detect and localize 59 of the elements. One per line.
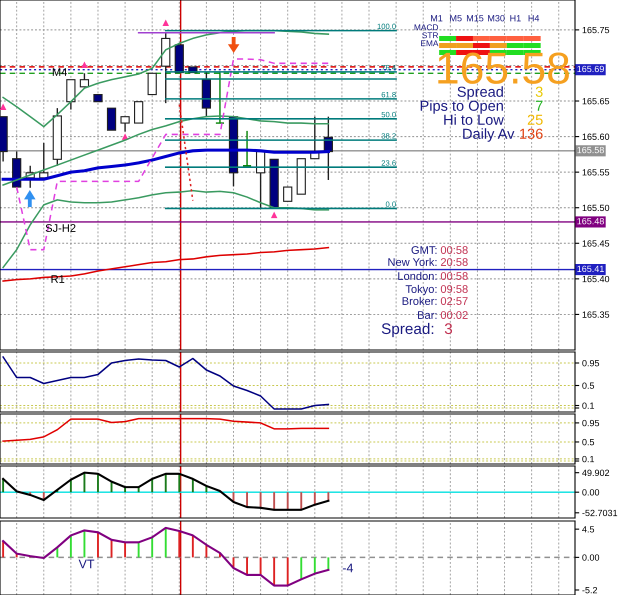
y-tick-label: 0.5 xyxy=(582,438,594,446)
y-tick-label: 165.55 xyxy=(582,169,610,176)
y-tick-label: -5.2 xyxy=(582,586,598,594)
y-tick-label: -52.7031 xyxy=(582,510,618,516)
annotation: Tokyo: xyxy=(406,284,436,296)
annotation: Broker: xyxy=(402,296,436,305)
annotation: 25 xyxy=(528,114,543,125)
annotation: 09:58 xyxy=(440,285,468,293)
annotation: 3 xyxy=(536,86,543,97)
annotation: EMA xyxy=(421,40,438,46)
y-tick-label: 0.95 xyxy=(582,420,600,426)
y-tick-label: 0.5 xyxy=(582,382,594,389)
y-tick-label: 0.1 xyxy=(582,456,594,462)
y-tick-label: 0.95 xyxy=(582,360,600,366)
ref-line-label: 165.48 xyxy=(577,218,604,224)
annotation: GMT: xyxy=(412,246,436,254)
annotation: 00:02 xyxy=(440,311,468,319)
annotation: VT xyxy=(78,560,94,568)
annotation: M4 xyxy=(52,68,68,76)
annotation: London: xyxy=(398,272,436,280)
annotation: H4 xyxy=(528,15,540,22)
annotation: M15 xyxy=(466,15,484,22)
annotation: 136 xyxy=(520,128,543,139)
y-tick-label: 165.50 xyxy=(582,204,610,212)
y-tick-label: 0.00 xyxy=(582,489,600,496)
annotation: M1 xyxy=(431,15,442,22)
annotation: Spread: xyxy=(382,322,434,338)
annotation: M5 xyxy=(450,15,462,22)
annotation: Pips to Open xyxy=(420,100,503,114)
y-tick-label: 165.45 xyxy=(582,240,610,247)
annotation: Bar: xyxy=(418,311,436,319)
y-tick-label: 165.75 xyxy=(582,26,610,34)
y-tick-label: 49.902 xyxy=(582,470,610,476)
annotation: M30 xyxy=(488,15,505,22)
annotation: 20:58 xyxy=(440,258,468,266)
y-tick-label: 0.00 xyxy=(582,554,600,561)
ref-line-label: 165.41 xyxy=(577,266,604,272)
y-tick-label: 165.65 xyxy=(582,98,610,104)
annotation: 00:58 xyxy=(440,246,468,254)
annotation: New York: xyxy=(388,258,436,266)
annotation: R1 xyxy=(52,275,64,283)
y-tick-label: 165.35 xyxy=(582,311,610,318)
annotation: STR xyxy=(422,32,438,38)
y-tick-label: 165.40 xyxy=(582,276,610,282)
annotation: Spread xyxy=(457,86,503,100)
annotation: 3 xyxy=(444,323,452,334)
y-tick-label: 165.60 xyxy=(582,134,610,140)
annotation: Daily Av xyxy=(463,128,514,142)
annotation: MACD xyxy=(414,24,438,30)
annotation: 00:58 xyxy=(440,272,468,280)
annotation: Hi to Low xyxy=(444,114,504,125)
y-tick-label: 4.5 xyxy=(582,526,594,533)
annotation: -4 xyxy=(342,564,354,572)
y-tick-label: 0.1 xyxy=(582,402,594,409)
annotation: 02:57 xyxy=(440,297,468,305)
annotation: H1 xyxy=(510,15,521,22)
annotation: 7 xyxy=(536,100,543,111)
ref-line-label: 165.69 xyxy=(577,66,604,72)
ref-line-label: 165.58 xyxy=(577,146,604,154)
